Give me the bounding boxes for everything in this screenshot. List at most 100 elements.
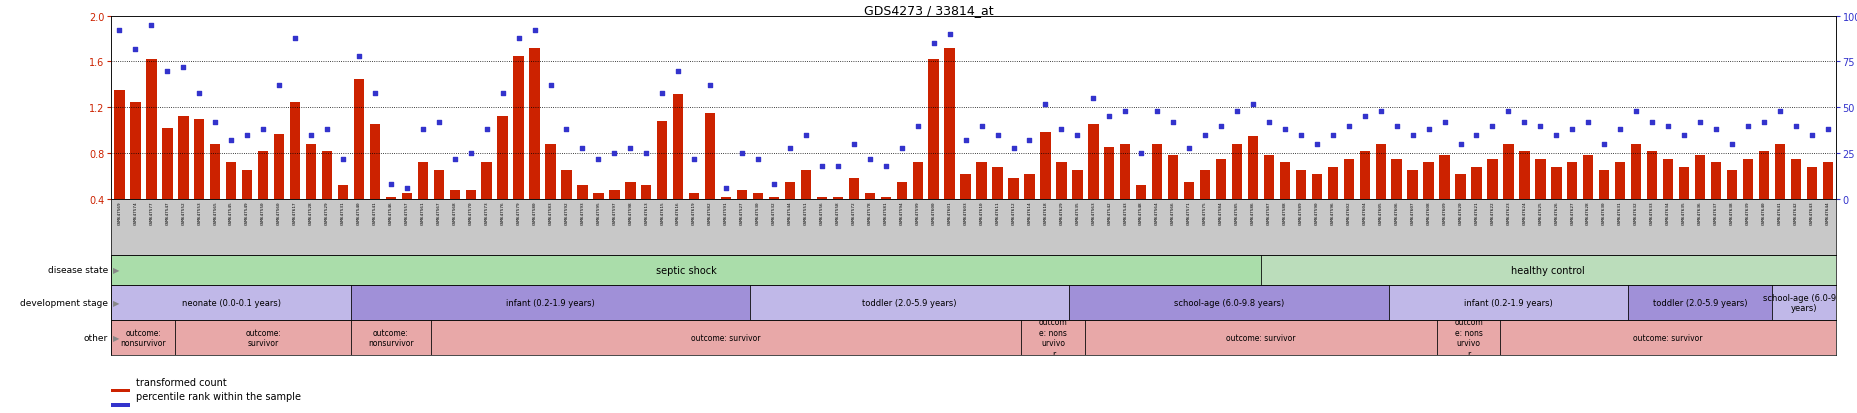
Text: development stage: development stage [20, 298, 108, 307]
Text: GSM647615: GSM647615 [659, 201, 665, 225]
Text: GSM647564: GSM647564 [1155, 201, 1159, 225]
Text: GSM647580: GSM647580 [533, 201, 537, 225]
Bar [561, 171, 572, 199]
Text: GSM647576: GSM647576 [500, 201, 505, 225]
Point [1573, 119, 1603, 126]
Text: GSM647550: GSM647550 [262, 201, 266, 225]
Text: GSM647600: GSM647600 [930, 201, 936, 225]
Text: GSM647626: GSM647626 [1554, 201, 1558, 225]
Bar [1551, 167, 1560, 199]
Bar [258, 152, 267, 199]
Point [1205, 123, 1235, 130]
Bar [210, 145, 221, 199]
Bar [721, 197, 732, 199]
Text: GSM647575: GSM647575 [1203, 201, 1207, 225]
Text: GSM647556: GSM647556 [819, 201, 823, 225]
Point [1636, 119, 1666, 126]
Bar [832, 197, 843, 199]
Point [1668, 132, 1697, 139]
Bar [1435, 320, 1500, 355]
Point [1302, 141, 1331, 148]
Bar [1021, 320, 1084, 355]
Point [184, 90, 214, 97]
Bar [1408, 171, 1417, 199]
Bar [864, 194, 875, 199]
Bar [1200, 171, 1209, 199]
Bar [431, 320, 1021, 355]
Text: GSM647640: GSM647640 [1760, 201, 1764, 225]
Point [695, 83, 724, 89]
Bar [1214, 159, 1226, 199]
Text: GSM647546: GSM647546 [388, 201, 392, 225]
Bar [1500, 320, 1835, 355]
Bar [1279, 163, 1289, 199]
Point [743, 156, 773, 163]
Bar [1103, 148, 1114, 199]
Text: GSM647531: GSM647531 [342, 201, 345, 225]
Text: GSM647593: GSM647593 [579, 201, 585, 225]
Text: GSM647558: GSM647558 [836, 201, 839, 225]
Text: outcom
e: nons
urvivo
r: outcom e: nons urvivo r [1038, 318, 1068, 358]
Text: GSM647582: GSM647582 [708, 201, 711, 225]
Point [423, 119, 453, 126]
Point [409, 127, 438, 133]
Bar [1822, 163, 1831, 199]
Text: other: other [84, 333, 108, 342]
Text: GSM647567: GSM647567 [436, 201, 440, 225]
Text: GSM647552: GSM647552 [182, 201, 186, 225]
Point [1493, 108, 1523, 115]
Bar [1694, 156, 1705, 199]
Text: GSM647571: GSM647571 [1187, 201, 1190, 225]
Text: GSM647535: GSM647535 [1075, 201, 1079, 225]
Bar [689, 194, 698, 199]
Bar [370, 125, 381, 199]
Text: outcome:
nonsurvivor: outcome: nonsurvivor [121, 328, 165, 347]
Point [726, 150, 756, 157]
Bar [1088, 125, 1097, 199]
Text: GSM647635: GSM647635 [1681, 201, 1684, 225]
Bar [1374, 145, 1385, 199]
Bar [1135, 186, 1146, 199]
Point [121, 46, 150, 53]
Bar [418, 163, 427, 199]
Text: GSM647592: GSM647592 [565, 201, 568, 225]
Point [903, 123, 932, 130]
Point [1014, 138, 1044, 144]
Bar [1599, 171, 1608, 199]
Text: GSM647543: GSM647543 [1123, 201, 1127, 225]
Bar [1614, 163, 1625, 199]
Point [1701, 127, 1731, 133]
Point [280, 35, 310, 42]
Text: GSM647618: GSM647618 [1044, 201, 1047, 225]
Bar [1742, 159, 1753, 199]
Text: GSM647577: GSM647577 [149, 201, 154, 225]
Text: GSM647544: GSM647544 [787, 201, 791, 225]
Point [1747, 119, 1777, 126]
Bar [1710, 163, 1720, 199]
Bar [1534, 159, 1545, 199]
Text: GSM647642: GSM647642 [1792, 201, 1798, 225]
Point [201, 119, 230, 126]
Bar [147, 60, 156, 199]
Text: GSM647619: GSM647619 [693, 201, 696, 225]
Text: GSM647639: GSM647639 [1746, 201, 1749, 225]
Bar [817, 197, 826, 199]
Point [583, 156, 613, 163]
Bar [1168, 156, 1177, 199]
Point [136, 22, 165, 29]
Text: GSM647530: GSM647530 [756, 201, 760, 225]
Point [1094, 114, 1123, 121]
Bar [609, 190, 618, 199]
Bar [1422, 163, 1434, 199]
Bar [672, 94, 683, 199]
Text: GSM647568: GSM647568 [453, 201, 457, 225]
Bar [130, 102, 141, 199]
Bar [849, 179, 858, 199]
Text: GSM647612: GSM647612 [1010, 201, 1016, 225]
Bar [1183, 182, 1194, 199]
Point [982, 132, 1012, 139]
Bar [928, 60, 938, 199]
Text: GSM647601: GSM647601 [947, 201, 951, 225]
Point [1157, 119, 1187, 126]
Bar [1151, 145, 1162, 199]
